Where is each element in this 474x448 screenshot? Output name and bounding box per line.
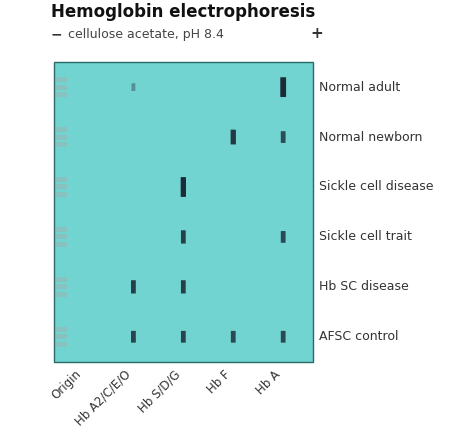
FancyBboxPatch shape xyxy=(281,331,285,343)
Bar xyxy=(55,142,66,147)
FancyBboxPatch shape xyxy=(181,331,186,343)
Bar xyxy=(54,62,313,362)
Bar xyxy=(55,277,66,282)
Text: Sickle cell trait: Sickle cell trait xyxy=(319,230,412,243)
Bar xyxy=(55,292,66,297)
FancyBboxPatch shape xyxy=(281,131,285,143)
Text: Normal adult: Normal adult xyxy=(319,81,401,94)
FancyBboxPatch shape xyxy=(181,177,186,197)
Text: AFSC control: AFSC control xyxy=(319,330,399,343)
Bar xyxy=(55,284,66,289)
Text: Hb S/D/G: Hb S/D/G xyxy=(136,368,183,415)
FancyBboxPatch shape xyxy=(281,231,285,243)
Bar xyxy=(55,192,66,197)
Text: Origin: Origin xyxy=(49,368,83,402)
Bar xyxy=(55,92,66,97)
Bar xyxy=(55,327,66,332)
Text: Normal newborn: Normal newborn xyxy=(319,130,422,143)
FancyBboxPatch shape xyxy=(280,77,286,97)
Text: Hb A2/C/E/O: Hb A2/C/E/O xyxy=(73,368,133,428)
Bar xyxy=(55,127,66,132)
FancyBboxPatch shape xyxy=(181,280,186,293)
Text: Sickle cell disease: Sickle cell disease xyxy=(319,181,434,194)
Bar xyxy=(55,185,66,190)
FancyBboxPatch shape xyxy=(231,331,236,343)
Text: Hb A: Hb A xyxy=(254,368,283,397)
FancyBboxPatch shape xyxy=(131,83,135,91)
Text: Hb SC disease: Hb SC disease xyxy=(319,280,409,293)
Text: −: − xyxy=(51,27,63,41)
Bar xyxy=(55,85,66,90)
Bar xyxy=(55,234,66,239)
Text: +: + xyxy=(310,26,323,41)
FancyBboxPatch shape xyxy=(131,280,136,293)
Bar xyxy=(55,334,66,339)
FancyBboxPatch shape xyxy=(231,129,236,144)
Bar xyxy=(55,227,66,232)
Bar xyxy=(55,177,66,182)
Text: cellulose acetate, pH 8.4: cellulose acetate, pH 8.4 xyxy=(69,28,224,41)
Text: Hb F: Hb F xyxy=(205,368,233,396)
FancyBboxPatch shape xyxy=(181,230,186,244)
Bar xyxy=(55,341,66,346)
Bar xyxy=(55,241,66,247)
Text: Hemoglobin electrophoresis: Hemoglobin electrophoresis xyxy=(51,3,315,21)
Bar xyxy=(55,134,66,140)
FancyBboxPatch shape xyxy=(131,331,136,343)
Bar xyxy=(55,78,66,82)
